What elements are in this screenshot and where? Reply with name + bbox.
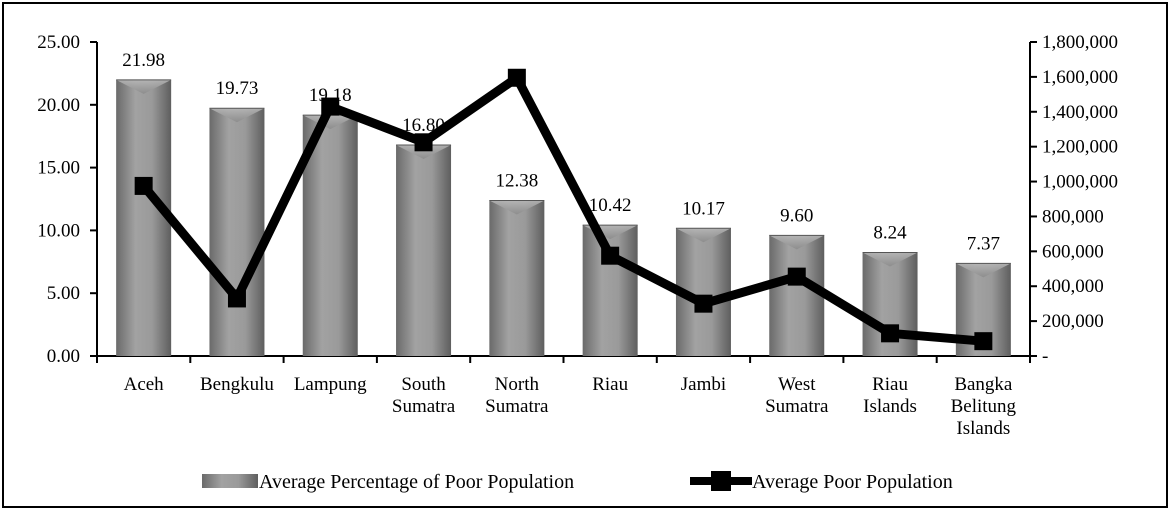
line-point-marker — [694, 294, 713, 313]
bar-data-label: 12.38 — [495, 171, 538, 192]
left-axis-tick-label: 15.00 — [37, 158, 80, 179]
bar — [582, 224, 638, 356]
line-point-marker — [601, 246, 620, 265]
bar-body — [396, 144, 452, 356]
category-label: Riau Islands — [863, 374, 917, 417]
bar-top-bevel — [769, 235, 825, 250]
line-path — [140, 73, 984, 346]
bar — [302, 114, 358, 356]
right-axis-tick-label: 400,000 — [1042, 276, 1104, 297]
data-labels: 21.98 19.73 19.18 16.80 12.38 10.42 10.17 9.60 8… — [122, 50, 1000, 255]
left-axis-tick-label: 10.00 — [37, 220, 80, 241]
line-point-marker — [227, 289, 246, 308]
bar-body — [116, 79, 172, 356]
category-label: Bangka Belitung Islands — [951, 374, 1017, 439]
bar-top-bevel — [955, 263, 1011, 278]
left-axis-tick-label: 5.00 — [47, 283, 80, 304]
bar-data-label: 9.60 — [780, 205, 813, 226]
bar-top-bevel — [675, 228, 731, 243]
bar-data-label: 19.18 — [309, 85, 352, 106]
category-label: West Sumatra — [765, 374, 829, 417]
right-axis-tick-label: - — [1042, 346, 1048, 367]
line-point-marker — [507, 68, 526, 87]
legend-bar-label: Average Percentage of Poor Population — [259, 471, 574, 493]
legend-line-label: Average Poor Population — [752, 471, 953, 493]
line-point-marker — [881, 324, 900, 343]
bar-body — [582, 225, 638, 356]
bar-top-bevel — [862, 252, 918, 267]
legend: Average Percentage of Poor Population Ave… — [202, 471, 953, 493]
right-axis-tick-label: 200,000 — [1042, 311, 1104, 332]
bar-body — [302, 115, 358, 356]
legend-item-bars: Average Percentage of Poor Population — [202, 471, 574, 493]
category-label: Aceh — [124, 374, 165, 395]
category-label: North Sumatra — [485, 374, 549, 417]
category-label: Bengkulu — [200, 374, 274, 395]
bar-body — [489, 200, 545, 356]
bar — [489, 200, 545, 356]
bar-top-bevel — [302, 115, 358, 130]
right-axis-tick-label: 800,000 — [1042, 206, 1104, 227]
bar-top-bevel — [489, 200, 545, 215]
right-axis-tick-label: 1,600,000 — [1042, 67, 1118, 88]
bar — [116, 79, 172, 356]
left-axis-tick-label: 20.00 — [37, 95, 80, 116]
line-series — [134, 68, 993, 351]
bar — [209, 107, 265, 357]
right-axis-tick-label: 1,400,000 — [1042, 102, 1118, 123]
line-point-marker — [321, 97, 340, 116]
bar-data-label: 7.37 — [967, 233, 1000, 254]
category-label: South Sumatra — [392, 374, 456, 417]
bar-data-label: 21.98 — [122, 50, 165, 71]
line-point-marker — [787, 267, 806, 286]
right-axis-tick-label: 600,000 — [1042, 241, 1104, 262]
bar — [769, 234, 825, 356]
left-axis-tick-label: 25.00 — [37, 32, 80, 53]
bar-data-label: 10.42 — [589, 195, 632, 216]
line-point-marker — [134, 176, 153, 195]
right-axis-tick-label: 1,800,000 — [1042, 32, 1118, 53]
right-axis-tick-label: 1,200,000 — [1042, 137, 1118, 158]
axes: 0.00 5.00 10.00 15.00 20.00 25.00 - 200,000 400,… — [37, 32, 1118, 439]
bar-data-label: 10.17 — [682, 198, 725, 219]
right-axis-tick-label: 1,000,000 — [1042, 172, 1118, 193]
category-label: Jambi — [681, 374, 726, 395]
line-point-marker — [974, 332, 993, 351]
bar-data-label: 19.73 — [216, 78, 259, 99]
bar-top-bevel — [396, 144, 452, 159]
bar-top-bevel — [209, 108, 265, 123]
bar-body — [769, 235, 825, 356]
legend-item-line: Average Poor Population — [690, 471, 953, 493]
bar — [396, 144, 452, 356]
bar-body — [209, 108, 265, 357]
left-axis-tick-label: 0.00 — [47, 346, 80, 367]
category-label: Lampung — [294, 374, 367, 395]
bar-top-bevel — [116, 79, 172, 94]
bar-series — [116, 79, 1011, 357]
bar-data-label: 16.80 — [402, 115, 445, 136]
bar-data-label: 8.24 — [873, 223, 907, 244]
legend-bar-swatch — [202, 474, 258, 488]
line-point-marker — [414, 133, 433, 152]
category-label: Riau — [592, 374, 628, 395]
legend-line-marker — [711, 471, 731, 491]
